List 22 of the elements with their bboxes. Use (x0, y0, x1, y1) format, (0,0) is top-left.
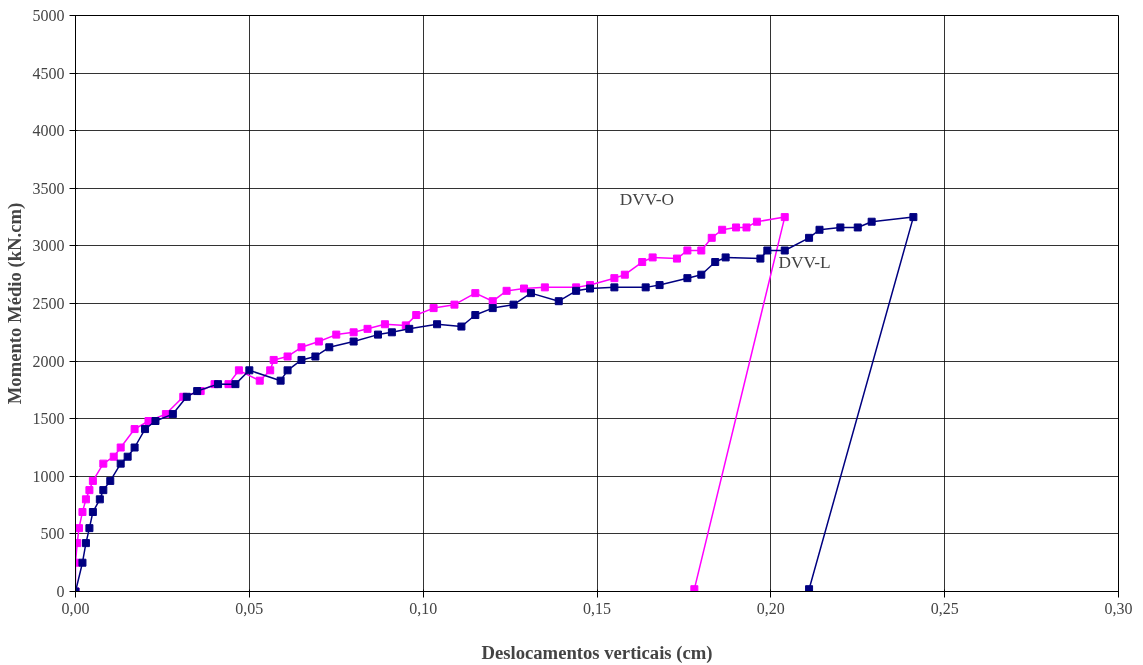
y-tick-label: 0 (56, 583, 65, 600)
x-tick-label: 0,10 (409, 599, 438, 617)
y-tick-label: 3000 (32, 237, 65, 255)
x-tick-label: 0,20 (756, 599, 785, 617)
series-label: DVV-L (778, 253, 831, 273)
x-tick-label: 0,15 (583, 599, 611, 617)
x-tick-label: 0,25 (930, 599, 959, 617)
y-tick-label: 2500 (32, 295, 65, 312)
y-axis-title: Momento Médio (kN.cm) (3, 202, 26, 405)
x-tick-label: 0,05 (235, 599, 264, 617)
text: DVV-O (619, 190, 674, 210)
y-tick-label: 3500 (32, 179, 65, 197)
y-tick-label: 4500 (32, 64, 65, 82)
x-tick-label: 0,00 (61, 599, 90, 617)
y-tick-label: 500 (40, 525, 65, 543)
y-tick-label: 1500 (32, 410, 65, 428)
y-tick-label: 1000 (32, 467, 65, 485)
y-tick-label: 4000 (32, 122, 65, 140)
y-tick-label: 2000 (32, 352, 65, 370)
y-tick-label: 5000 (32, 7, 65, 24)
x-tick-label: 0,30 (1104, 599, 1133, 617)
x-axis-title: Deslocamentos verticais (cm) (481, 641, 713, 664)
